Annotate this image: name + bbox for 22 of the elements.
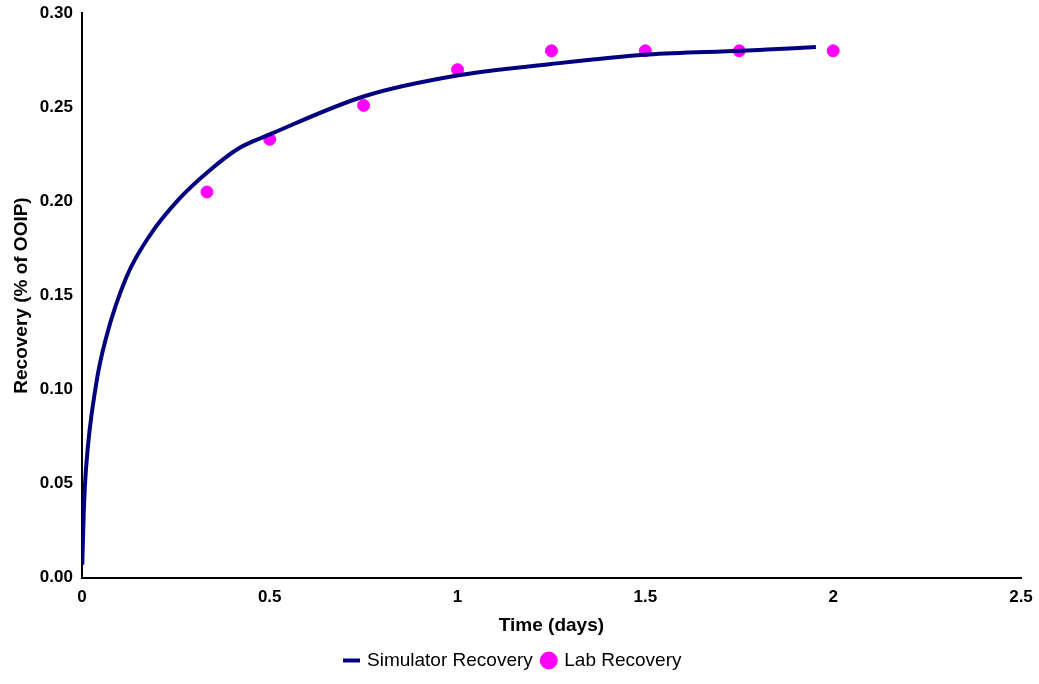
y-tick-label: 0.05	[39, 473, 73, 493]
legend-label: Simulator Recovery	[367, 648, 534, 670]
y-tick-label: 0.20	[39, 191, 73, 211]
x-tick-label: 2.5	[1009, 586, 1033, 606]
y-tick-label: 0.00	[39, 567, 73, 587]
point	[200, 185, 214, 199]
x-tick-label: 0.5	[257, 586, 282, 606]
x-tick-label: 2	[828, 586, 838, 606]
legend-label: Lab Recovery	[564, 648, 682, 670]
y-tick-label: 0.25	[39, 96, 73, 116]
x-tick-label: 1.5	[633, 586, 658, 606]
line-series	[81, 45, 818, 567]
x-tick-label: 1	[452, 586, 463, 606]
point	[544, 44, 558, 58]
point	[357, 98, 371, 112]
x-tick-label: 0	[77, 586, 87, 606]
y-tick-label: 0.30	[39, 2, 73, 22]
x-axis-title: Time (days)	[498, 613, 605, 635]
y-tick-label: 0.10	[39, 379, 73, 399]
y-axis-title: Recovery (% of OOIP)	[9, 197, 31, 394]
point	[826, 44, 840, 58]
y-tick-label: 0.15	[39, 285, 73, 305]
